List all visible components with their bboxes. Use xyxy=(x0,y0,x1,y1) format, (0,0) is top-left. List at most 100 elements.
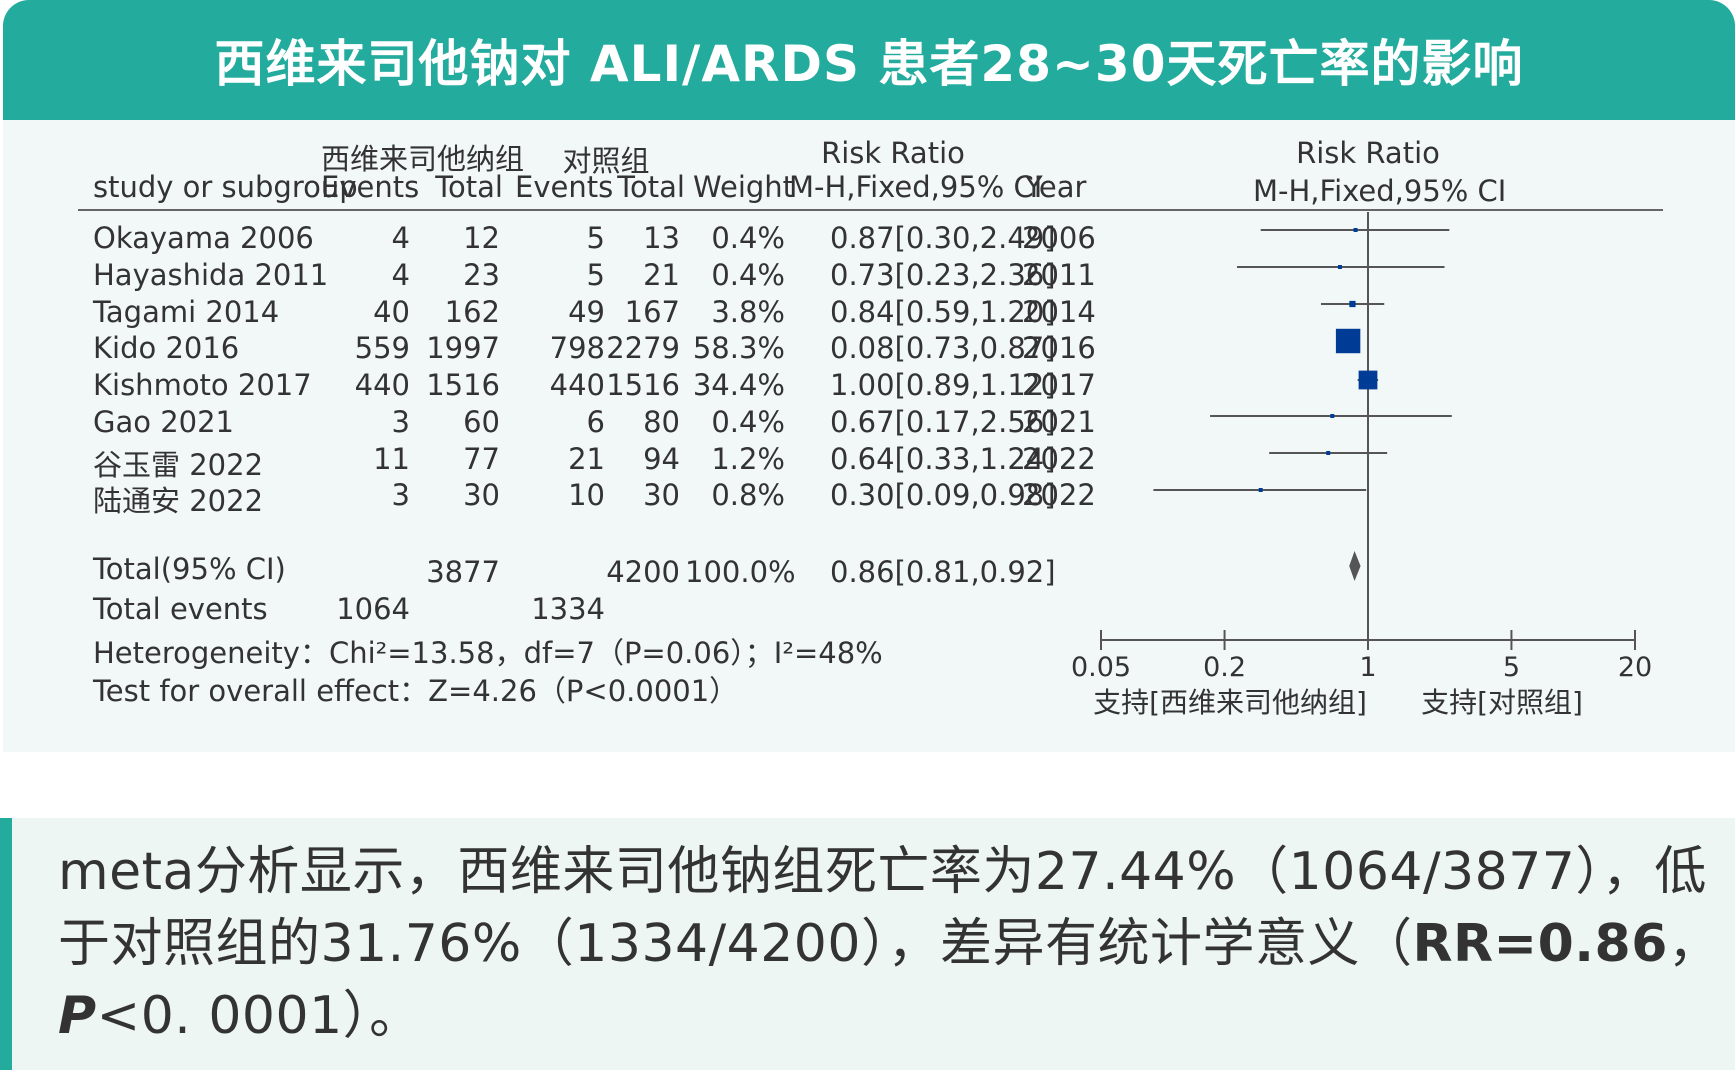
c-events-header: Events xyxy=(515,170,614,204)
c-total-header: Total xyxy=(617,170,685,204)
total-weight: 100.0% xyxy=(685,555,796,589)
study-name: Kido 2016 xyxy=(93,331,240,365)
summary-p-label: P xyxy=(58,986,97,1046)
rr-method-header: M-H,Fixed,95% CI xyxy=(789,170,1043,204)
study-name: Hayashida 2011 xyxy=(93,258,329,292)
t-events: 440 xyxy=(354,368,410,402)
point-estimate xyxy=(1258,488,1263,492)
total-label: Total(95% CI) xyxy=(93,552,286,586)
study-name: Tagami 2014 xyxy=(93,295,280,329)
total-c-events: 1334 xyxy=(531,592,605,626)
weight: 0.4% xyxy=(711,258,785,292)
c-total: 94 xyxy=(643,442,680,476)
year: 2022 xyxy=(1022,442,1096,476)
overall-effect-text: Test for overall effect：Z=4.26（P<0.0001） xyxy=(93,674,739,708)
header-title: 西维来司他钠对 ALI/ARDS 患者28~30天死亡率的影响 xyxy=(214,35,1524,93)
ci: 1.00[0.89,1.12] xyxy=(830,368,1056,402)
summary-sep: ， xyxy=(1667,914,1721,974)
study-name: Kishmoto 2017 xyxy=(93,368,312,402)
ci: 0.08[0.73,0.87] xyxy=(830,331,1056,365)
forest-plot-panel: 西维来司他钠对 ALI/ARDS 患者28~30天死亡率的影响 西维来司他纳组 … xyxy=(3,0,1735,752)
summary-p-value: <0. 0001）。 xyxy=(96,986,422,1046)
point-estimate xyxy=(1326,451,1331,455)
treat-group-header: 西维来司他纳组 xyxy=(321,142,525,176)
point-estimate xyxy=(1358,370,1378,390)
study-name: Okayama 2006 xyxy=(93,221,314,255)
t-total: 1516 xyxy=(426,368,500,402)
point-estimate xyxy=(1353,228,1358,232)
weight-header: Weight xyxy=(693,170,795,204)
t-total: 77 xyxy=(463,442,500,476)
c-events: 440 xyxy=(549,368,605,402)
ci: 0.87[0.30,2.49] xyxy=(830,221,1056,255)
c-total: 21 xyxy=(643,258,680,292)
header-rule xyxy=(78,209,1663,211)
t-total: 162 xyxy=(444,295,500,329)
year: 2016 xyxy=(1022,331,1096,365)
year: 2022 xyxy=(1022,478,1096,512)
ci: 0.30[0.09,0.98] xyxy=(830,478,1056,512)
favours-treatment-label: 支持[西维来司他纳组] xyxy=(1093,686,1367,719)
weight: 0.4% xyxy=(711,405,785,439)
c-total: 2279 xyxy=(606,331,680,365)
c-events: 798 xyxy=(549,331,605,365)
c-events: 5 xyxy=(586,258,605,292)
c-total: 13 xyxy=(643,221,680,255)
heterogeneity-text: Heterogeneity：Chi²=13.58，df=7（P=0.06）；I²… xyxy=(93,636,883,670)
t-events: 11 xyxy=(373,442,410,476)
weight: 0.4% xyxy=(711,221,785,255)
pooled-diamond xyxy=(1349,551,1361,581)
c-total: 80 xyxy=(643,405,680,439)
year: 2011 xyxy=(1022,258,1096,292)
t-total-header: Total xyxy=(435,170,503,204)
weight: 0.8% xyxy=(711,478,785,512)
summary-rr: RR=0.86 xyxy=(1412,914,1668,974)
summary-accent-bar xyxy=(0,818,12,1070)
c-events: 6 xyxy=(586,405,605,439)
point-estimate xyxy=(1335,328,1361,354)
t-total: 1997 xyxy=(426,331,500,365)
ci: 0.84[0.59,1.20] xyxy=(830,295,1056,329)
x-tick-label: 5 xyxy=(1503,652,1520,683)
plot-title-header: Risk Ratio xyxy=(1296,136,1440,170)
total-c-total: 4200 xyxy=(606,555,680,589)
c-events: 10 xyxy=(568,478,605,512)
t-total: 30 xyxy=(463,478,500,512)
weight: 1.2% xyxy=(711,442,785,476)
total-ci: 0.86[0.81,0.92] xyxy=(830,555,1056,589)
ci: 0.67[0.17,2.56] xyxy=(830,405,1056,439)
ci: 0.73[0.23,2.36] xyxy=(830,258,1056,292)
plot-method-header: M-H,Fixed,95% CI xyxy=(1253,174,1507,208)
x-tick-label: 20 xyxy=(1618,652,1652,683)
t-total: 23 xyxy=(463,258,500,292)
study-header: study or subgroup xyxy=(93,170,358,204)
ci: 0.64[0.33,1.24] xyxy=(830,442,1056,476)
favours-control-label: 支持[对照组] xyxy=(1421,686,1583,719)
forest-plot: 0.05 0.2 1 5 20 支持[西维来司他纳组] 支持[对照组] xyxy=(1071,212,1652,719)
weight: 34.4% xyxy=(692,368,785,402)
t-events: 3 xyxy=(391,405,410,439)
year: 2006 xyxy=(1022,221,1096,255)
c-events: 49 xyxy=(568,295,605,329)
header-bar: 西维来司他钠对 ALI/ARDS 患者28~30天死亡率的影响 xyxy=(3,0,1735,120)
study-name: Gao 2021 xyxy=(93,405,235,439)
year: 2021 xyxy=(1022,405,1096,439)
rr-title-header: Risk Ratio xyxy=(821,136,965,170)
point-estimate xyxy=(1337,265,1342,269)
year: 2014 xyxy=(1022,295,1096,329)
c-events: 21 xyxy=(568,442,605,476)
c-events: 5 xyxy=(586,221,605,255)
ctrl-group-header: 对照组 xyxy=(562,144,650,178)
year-header: Year xyxy=(1025,170,1087,204)
x-tick-label: 1 xyxy=(1359,652,1376,683)
c-total: 30 xyxy=(643,478,680,512)
total-t-events: 1064 xyxy=(336,592,410,626)
c-total: 1516 xyxy=(606,368,680,402)
t-events-header: Events xyxy=(321,170,420,204)
summary-box: meta分析显示，西维来司他钠组死亡率为27.44%（1064/3877），低于… xyxy=(0,818,1735,1070)
point-estimate xyxy=(1349,300,1356,308)
t-total: 60 xyxy=(463,405,500,439)
total-t-total: 3877 xyxy=(426,555,500,589)
summary-sentence: meta分析显示，西维来司他钠组死亡率为27.44%（1064/3877），低于… xyxy=(58,842,1707,974)
t-events: 40 xyxy=(373,295,410,329)
